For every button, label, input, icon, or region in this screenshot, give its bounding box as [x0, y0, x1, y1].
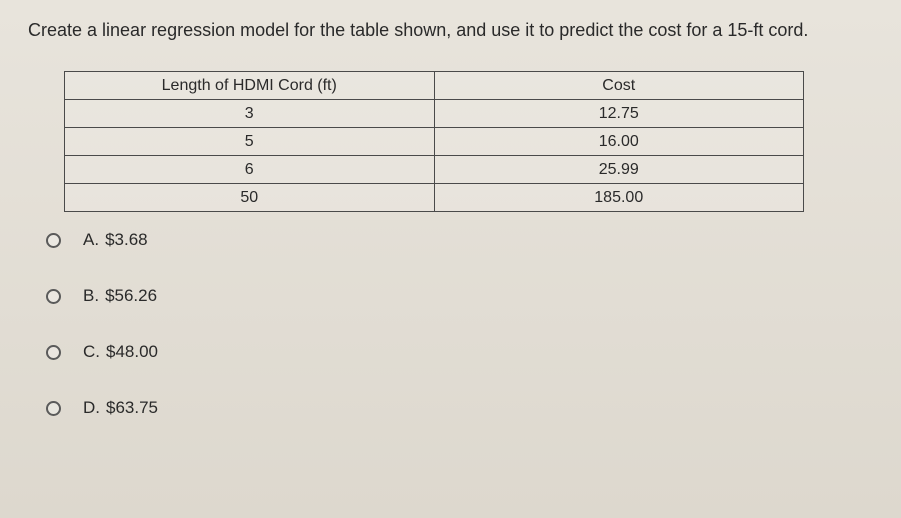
- table-row: 3 12.75: [65, 100, 804, 128]
- radio-icon: [46, 289, 61, 304]
- option-a[interactable]: A. $3.68: [46, 230, 873, 250]
- header-length: Length of HDMI Cord (ft): [65, 72, 435, 100]
- radio-icon: [46, 345, 61, 360]
- question-prompt: Create a linear regression model for the…: [28, 18, 873, 43]
- option-value: $48.00: [106, 342, 158, 361]
- option-value: $63.75: [106, 398, 158, 417]
- option-letter: D.: [83, 398, 100, 417]
- cell-length: 6: [65, 156, 435, 184]
- cell-cost: 185.00: [434, 184, 804, 212]
- data-table: Length of HDMI Cord (ft) Cost 3 12.75 5 …: [64, 71, 804, 212]
- option-d[interactable]: D. $63.75: [46, 398, 873, 418]
- cell-length: 50: [65, 184, 435, 212]
- cell-cost: 12.75: [434, 100, 804, 128]
- option-value: $3.68: [105, 230, 148, 249]
- table-row: 6 25.99: [65, 156, 804, 184]
- option-c[interactable]: C. $48.00: [46, 342, 873, 362]
- cell-length: 5: [65, 128, 435, 156]
- table-row: 5 16.00: [65, 128, 804, 156]
- table-header-row: Length of HDMI Cord (ft) Cost: [65, 72, 804, 100]
- radio-icon: [46, 401, 61, 416]
- radio-icon: [46, 233, 61, 248]
- answer-options: A. $3.68 B. $56.26 C. $48.00 D. $63.75: [46, 230, 873, 418]
- option-letter: B.: [83, 286, 99, 305]
- cell-cost: 16.00: [434, 128, 804, 156]
- header-cost: Cost: [434, 72, 804, 100]
- option-letter: C.: [83, 342, 100, 361]
- cell-cost: 25.99: [434, 156, 804, 184]
- option-label: A. $3.68: [83, 230, 148, 250]
- cell-length: 3: [65, 100, 435, 128]
- option-label: C. $48.00: [83, 342, 158, 362]
- option-label: B. $56.26: [83, 286, 157, 306]
- option-label: D. $63.75: [83, 398, 158, 418]
- table-row: 50 185.00: [65, 184, 804, 212]
- option-b[interactable]: B. $56.26: [46, 286, 873, 306]
- option-letter: A.: [83, 230, 99, 249]
- option-value: $56.26: [105, 286, 157, 305]
